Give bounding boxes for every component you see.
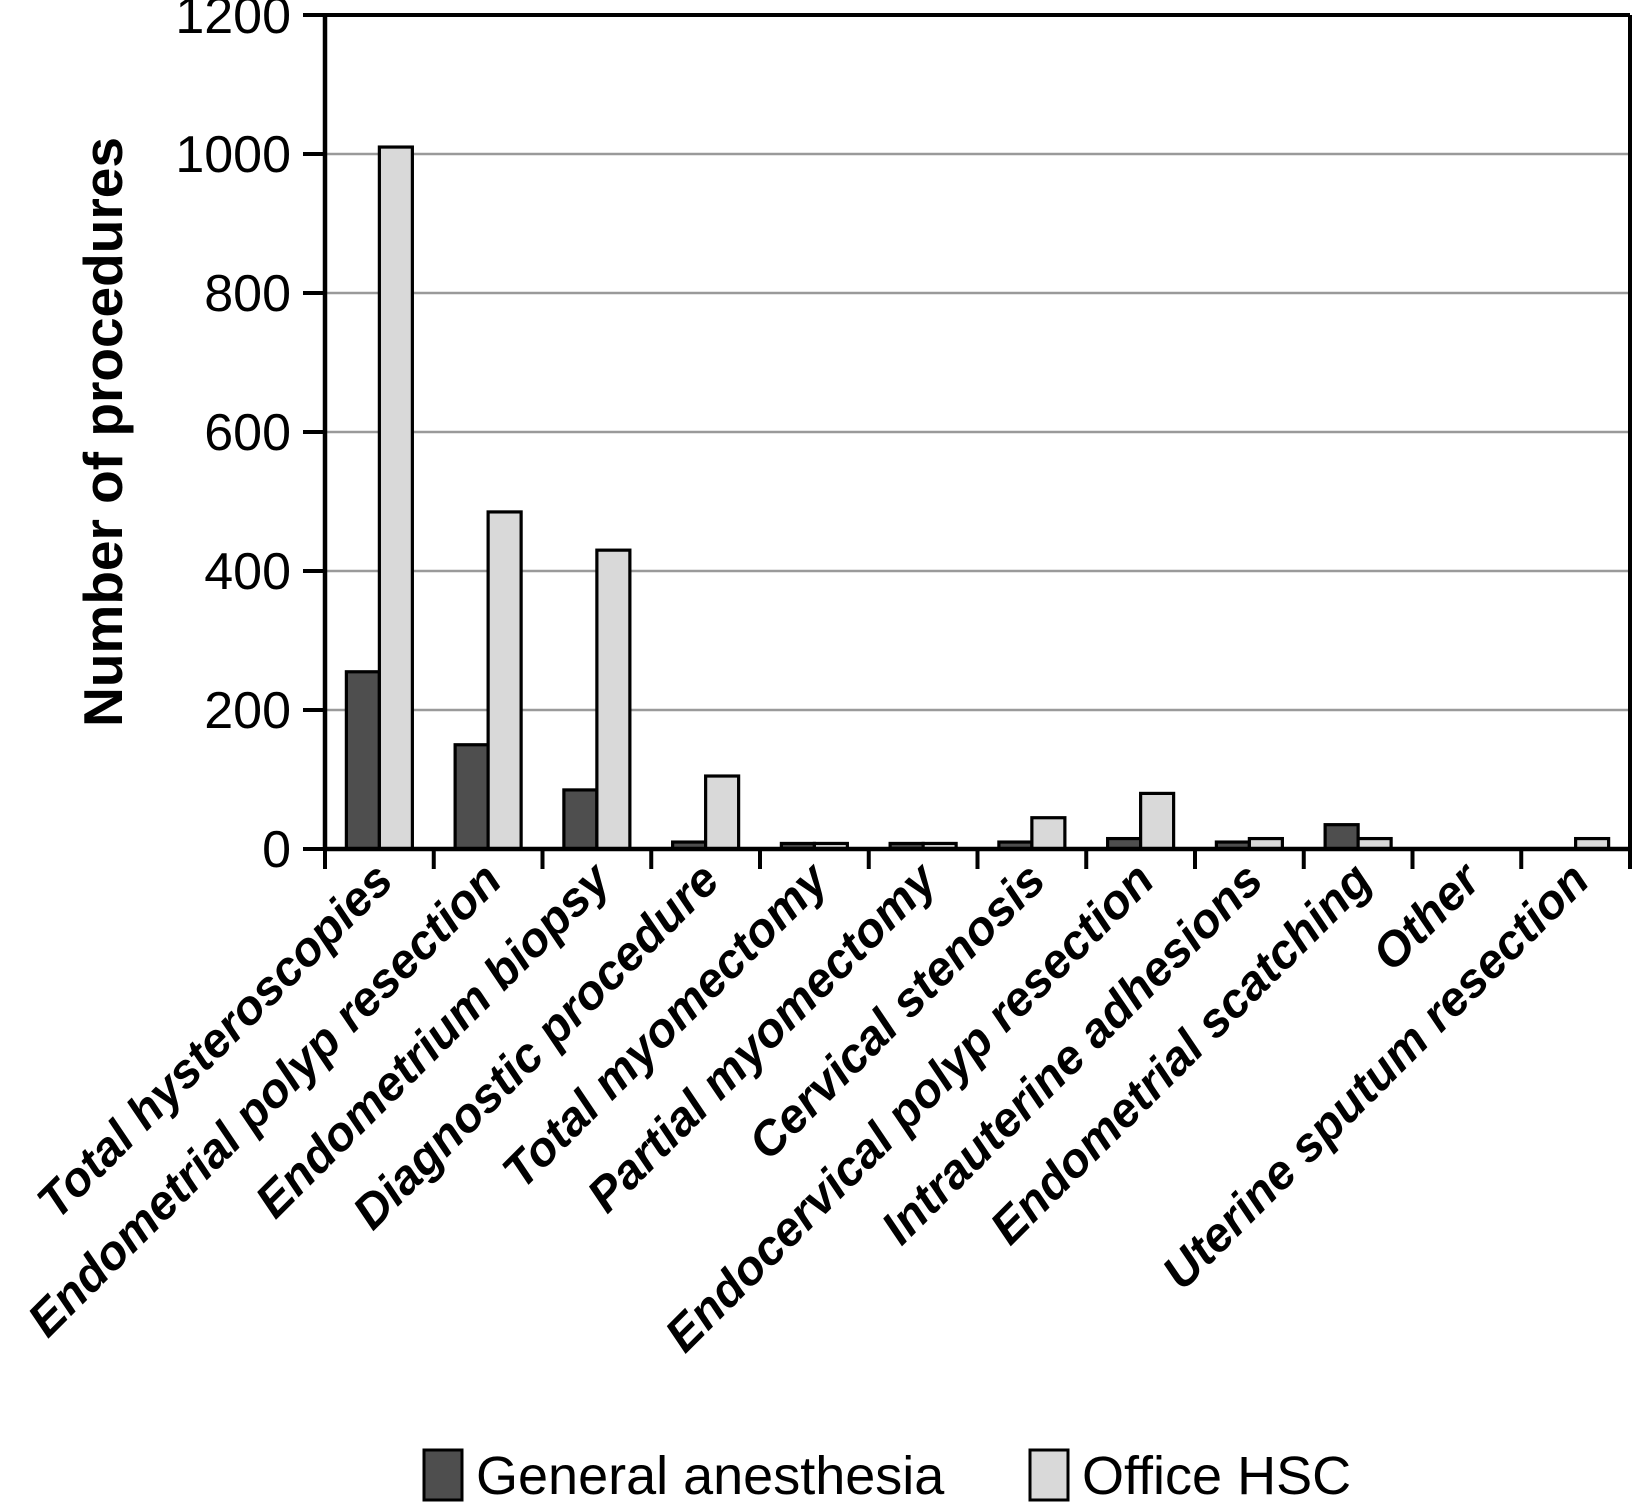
bar-general-anesthesia-endometrial-polyp-resection	[453, 743, 490, 851]
y-tick-label-800: 800	[204, 265, 291, 323]
bar-office-hsc-diagnostic-procedure	[704, 774, 741, 851]
bar-general-anesthesia-endometrium-biopsy	[562, 788, 599, 851]
legend-label-general-anesthesia: General anesthesia	[476, 1446, 945, 1504]
bar-office-hsc-endocervical-polyp-resection	[1139, 791, 1176, 851]
bar-office-hsc-endometrial-polyp-resection	[486, 510, 523, 851]
y-tick-label-1000: 1000	[175, 126, 291, 184]
bar-office-hsc-total-hysteroscopies	[377, 145, 414, 851]
y-tick-label-1200: 1200	[175, 0, 291, 45]
bar-general-anesthesia-endometrial-scatching	[1323, 823, 1360, 851]
x-category-label-endometrial-polyp-resection: Endometrial polyp resection	[18, 853, 512, 1347]
y-tick-label-400: 400	[204, 543, 291, 601]
bar-office-hsc-endometrium-biopsy	[595, 548, 632, 851]
legend-swatch-general-anesthesia	[422, 1448, 464, 1502]
legend-label-office-hsc: Office HSC	[1082, 1446, 1351, 1504]
bar-general-anesthesia-total-hysteroscopies	[344, 670, 381, 851]
y-tick-label-0: 0	[262, 821, 291, 879]
y-axis-title: Number of procedures	[72, 137, 134, 727]
legend-swatch-office-hsc	[1028, 1448, 1070, 1502]
y-tick-label-600: 600	[204, 404, 291, 462]
y-tick-label-200: 200	[204, 682, 291, 740]
bar-office-hsc-cervical-stenosis	[1030, 816, 1067, 851]
